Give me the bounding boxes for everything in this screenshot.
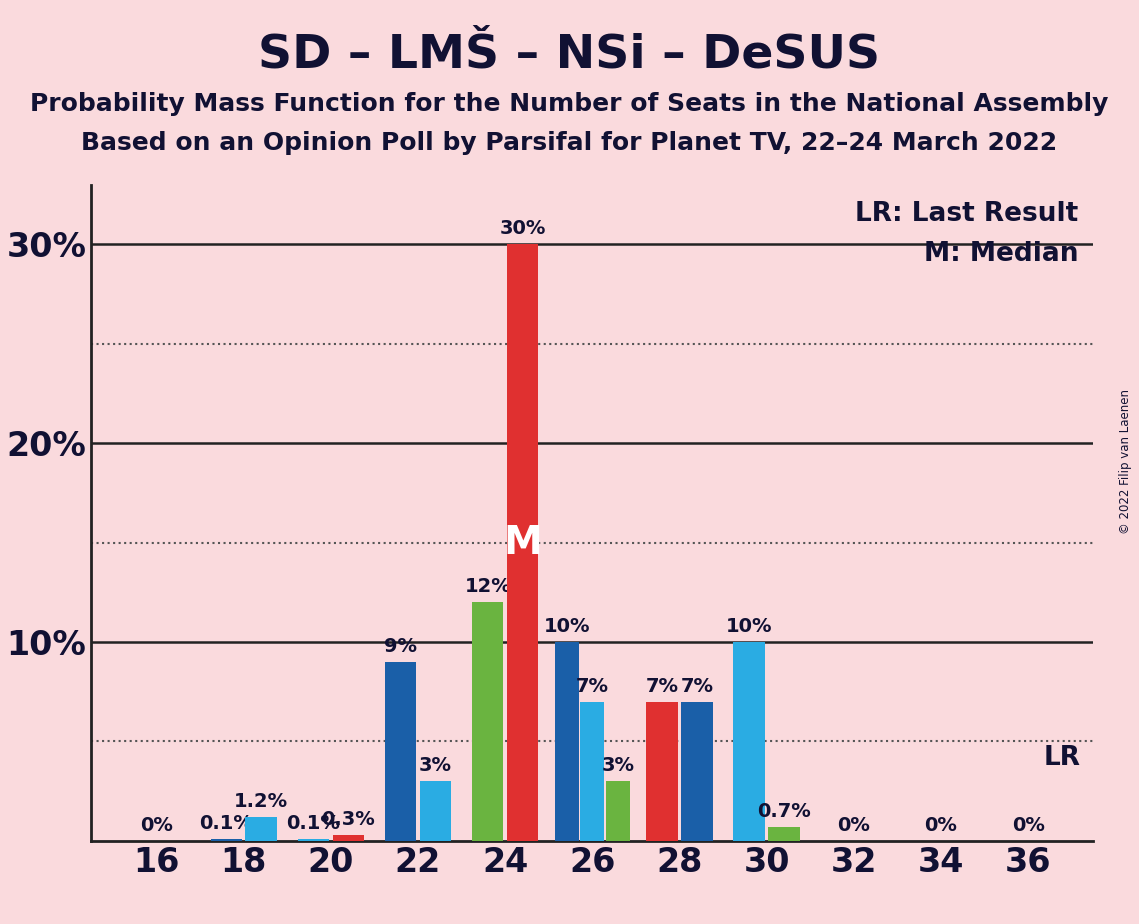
Text: 0%: 0% <box>925 816 958 835</box>
Bar <box>472 602 503 841</box>
Bar <box>419 781 451 841</box>
Bar <box>245 817 277 841</box>
Text: 3%: 3% <box>601 756 634 775</box>
Text: 7%: 7% <box>576 676 608 696</box>
Text: LR: Last Result: LR: Last Result <box>855 201 1079 227</box>
Bar <box>507 245 539 841</box>
Bar <box>385 662 416 841</box>
Text: LR: LR <box>1043 746 1081 772</box>
Text: M: Median: M: Median <box>924 240 1079 266</box>
Text: 0%: 0% <box>140 816 173 835</box>
Text: 0.7%: 0.7% <box>757 802 811 821</box>
Text: 0%: 0% <box>837 816 870 835</box>
Bar <box>580 701 605 841</box>
Text: 1.2%: 1.2% <box>233 792 288 811</box>
Text: 10%: 10% <box>726 617 772 636</box>
Text: 12%: 12% <box>465 578 511 596</box>
Bar <box>681 701 713 841</box>
Text: 30%: 30% <box>499 220 546 238</box>
Text: 0%: 0% <box>1011 816 1044 835</box>
Text: Probability Mass Function for the Number of Seats in the National Assembly: Probability Mass Function for the Number… <box>31 92 1108 116</box>
Text: SD – LMŠ – NSi – DeSUS: SD – LMŠ – NSi – DeSUS <box>259 32 880 78</box>
Bar <box>769 827 800 841</box>
Text: 7%: 7% <box>680 676 713 696</box>
Text: 0.3%: 0.3% <box>321 810 375 829</box>
Text: 0.1%: 0.1% <box>286 814 341 833</box>
Text: Based on an Opinion Poll by Parsifal for Planet TV, 22–24 March 2022: Based on an Opinion Poll by Parsifal for… <box>81 131 1058 155</box>
Text: © 2022 Filip van Laenen: © 2022 Filip van Laenen <box>1118 390 1132 534</box>
Text: 0.1%: 0.1% <box>199 814 253 833</box>
Bar <box>297 839 329 841</box>
Bar <box>646 701 678 841</box>
Text: 9%: 9% <box>384 637 417 656</box>
Bar <box>734 642 765 841</box>
Text: 7%: 7% <box>646 676 679 696</box>
Bar <box>606 781 630 841</box>
Bar <box>333 835 364 841</box>
Text: M: M <box>503 524 542 562</box>
Bar <box>211 839 241 841</box>
Text: 3%: 3% <box>419 756 452 775</box>
Text: 10%: 10% <box>543 617 590 636</box>
Bar <box>555 642 579 841</box>
